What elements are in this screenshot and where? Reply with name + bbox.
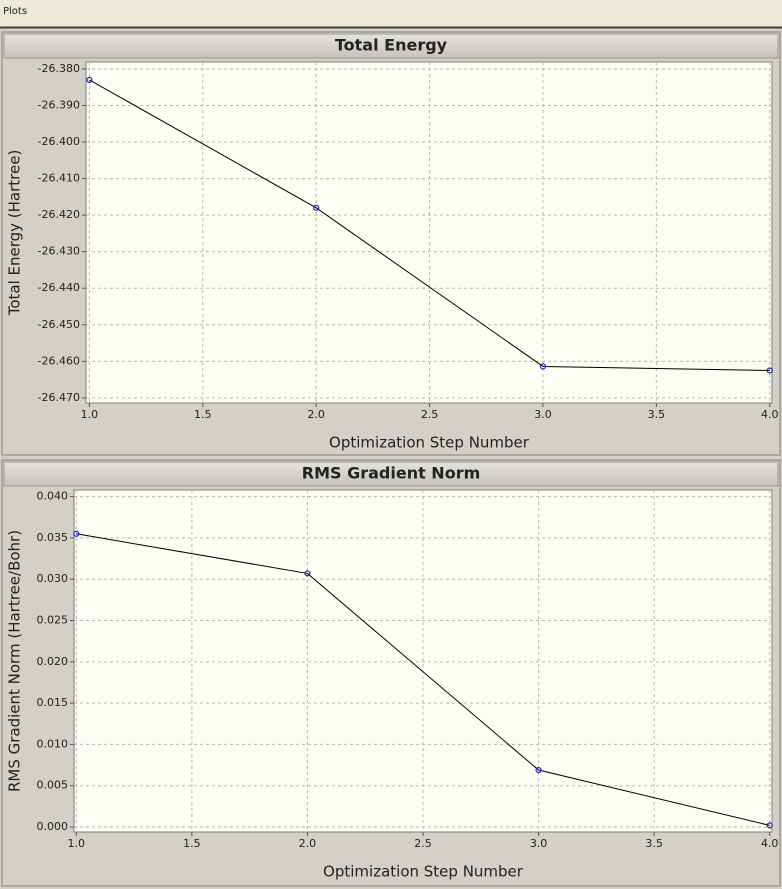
y-tick-label: -26.400	[38, 135, 80, 148]
data-line	[76, 533, 770, 826]
y-tick-label: -26.420	[38, 208, 80, 221]
y-tick-label: 0.005	[37, 779, 69, 792]
x-tick-label: 4.0	[761, 408, 779, 421]
data-point	[73, 530, 80, 537]
window-header	[0, 0, 782, 27]
y-tick-label: 0.020	[37, 655, 69, 668]
y-tick-label: 0.030	[37, 572, 69, 585]
data-point	[535, 766, 542, 774]
chart-title-bar	[3, 33, 779, 59]
y-tick-label: 0.035	[37, 531, 69, 544]
chart-title: RMS Gradient Norm	[302, 464, 481, 483]
y-tick-label: 0.000	[37, 820, 69, 833]
x-axis-label: Optimization Step Number	[323, 863, 524, 881]
x-tick-label: 2.5	[421, 408, 439, 421]
x-tick-label: 4.0	[761, 837, 779, 850]
y-tick-label: -26.460	[38, 354, 80, 367]
data-line	[89, 79, 770, 371]
data-point	[313, 204, 320, 211]
y-tick-label: 0.025	[37, 614, 69, 627]
data-point	[86, 76, 93, 84]
y-tick-label: 0.010	[37, 737, 69, 750]
y-tick-label: -26.440	[38, 281, 80, 294]
y-tick-label: -26.410	[38, 172, 80, 185]
x-tick-label: 3.0	[530, 837, 548, 850]
x-tick-label: 2.5	[414, 837, 432, 850]
x-tick-label: 3.5	[648, 408, 666, 421]
x-tick-label: 2.0	[299, 837, 317, 850]
x-axis-label: Optimization Step Number	[329, 434, 530, 452]
y-axis-label: Total Energy (Hartree)	[6, 150, 24, 317]
x-tick-label: 2.0	[307, 408, 325, 421]
plot-area	[85, 61, 773, 404]
data-point	[766, 367, 773, 374]
chart-title-bar	[3, 461, 779, 487]
y-tick-label: -26.390	[38, 98, 80, 111]
x-tick-label: 1.5	[194, 408, 212, 421]
y-tick-label: -26.450	[38, 318, 80, 331]
y-tick-label: 0.040	[37, 490, 69, 503]
y-tick-label: 0.015	[37, 696, 69, 709]
data-point	[539, 363, 547, 370]
y-tick-label: -26.470	[38, 391, 80, 404]
x-tick-label: 1.0	[68, 837, 86, 850]
x-tick-label: 3.0	[534, 408, 552, 421]
y-tick-label: -26.380	[38, 62, 80, 75]
x-tick-label: 1.5	[183, 837, 201, 850]
chart-title: Total Energy	[335, 36, 448, 55]
y-axis-label: RMS Gradient Norm (Hartree/Bohr)	[6, 530, 24, 792]
x-tick-label: 1.0	[81, 408, 99, 421]
data-point	[766, 822, 773, 829]
x-tick-label: 3.5	[645, 837, 663, 850]
y-tick-label: -26.430	[38, 245, 80, 258]
data-point	[304, 570, 311, 577]
window-title: Plots	[3, 6, 27, 17]
